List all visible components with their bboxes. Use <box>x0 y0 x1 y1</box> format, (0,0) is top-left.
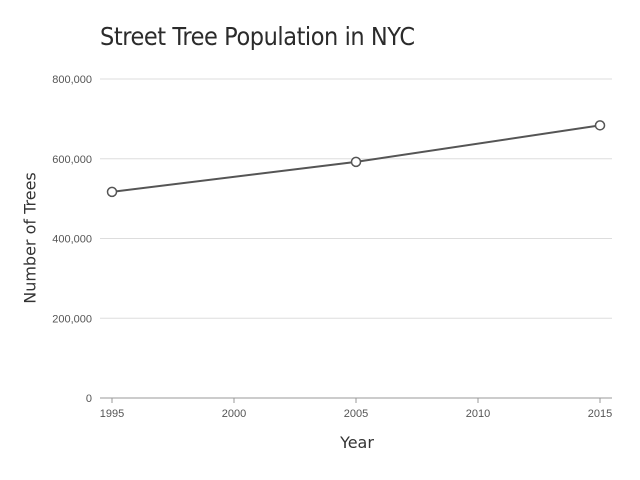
x-axis: 1995 2000 2005 2010 2015 <box>100 397 612 420</box>
data-point <box>350 156 362 168</box>
x-tick-label: 2005 <box>344 408 368 420</box>
chart-title: Street Tree Population in NYC <box>100 22 415 51</box>
y-axis-ticks: 0 200,000 400,000 600,000 800,000 <box>52 74 92 405</box>
x-tick-label: 1995 <box>100 408 124 420</box>
y-tick-label: 0 <box>86 393 92 405</box>
data-point <box>106 186 118 198</box>
y-tick-label: 800,000 <box>52 74 92 86</box>
y-tick-label: 200,000 <box>52 313 92 325</box>
x-tick-label: 2000 <box>222 408 246 420</box>
series-group <box>106 120 606 198</box>
x-axis-label: Year <box>340 433 374 452</box>
gridlines <box>100 78 612 319</box>
x-tick-label: 2015 <box>588 408 612 420</box>
y-tick-label: 400,000 <box>52 234 92 246</box>
x-tick-label: 2010 <box>466 408 490 420</box>
y-tick-label: 600,000 <box>52 154 92 166</box>
data-point <box>594 120 606 131</box>
